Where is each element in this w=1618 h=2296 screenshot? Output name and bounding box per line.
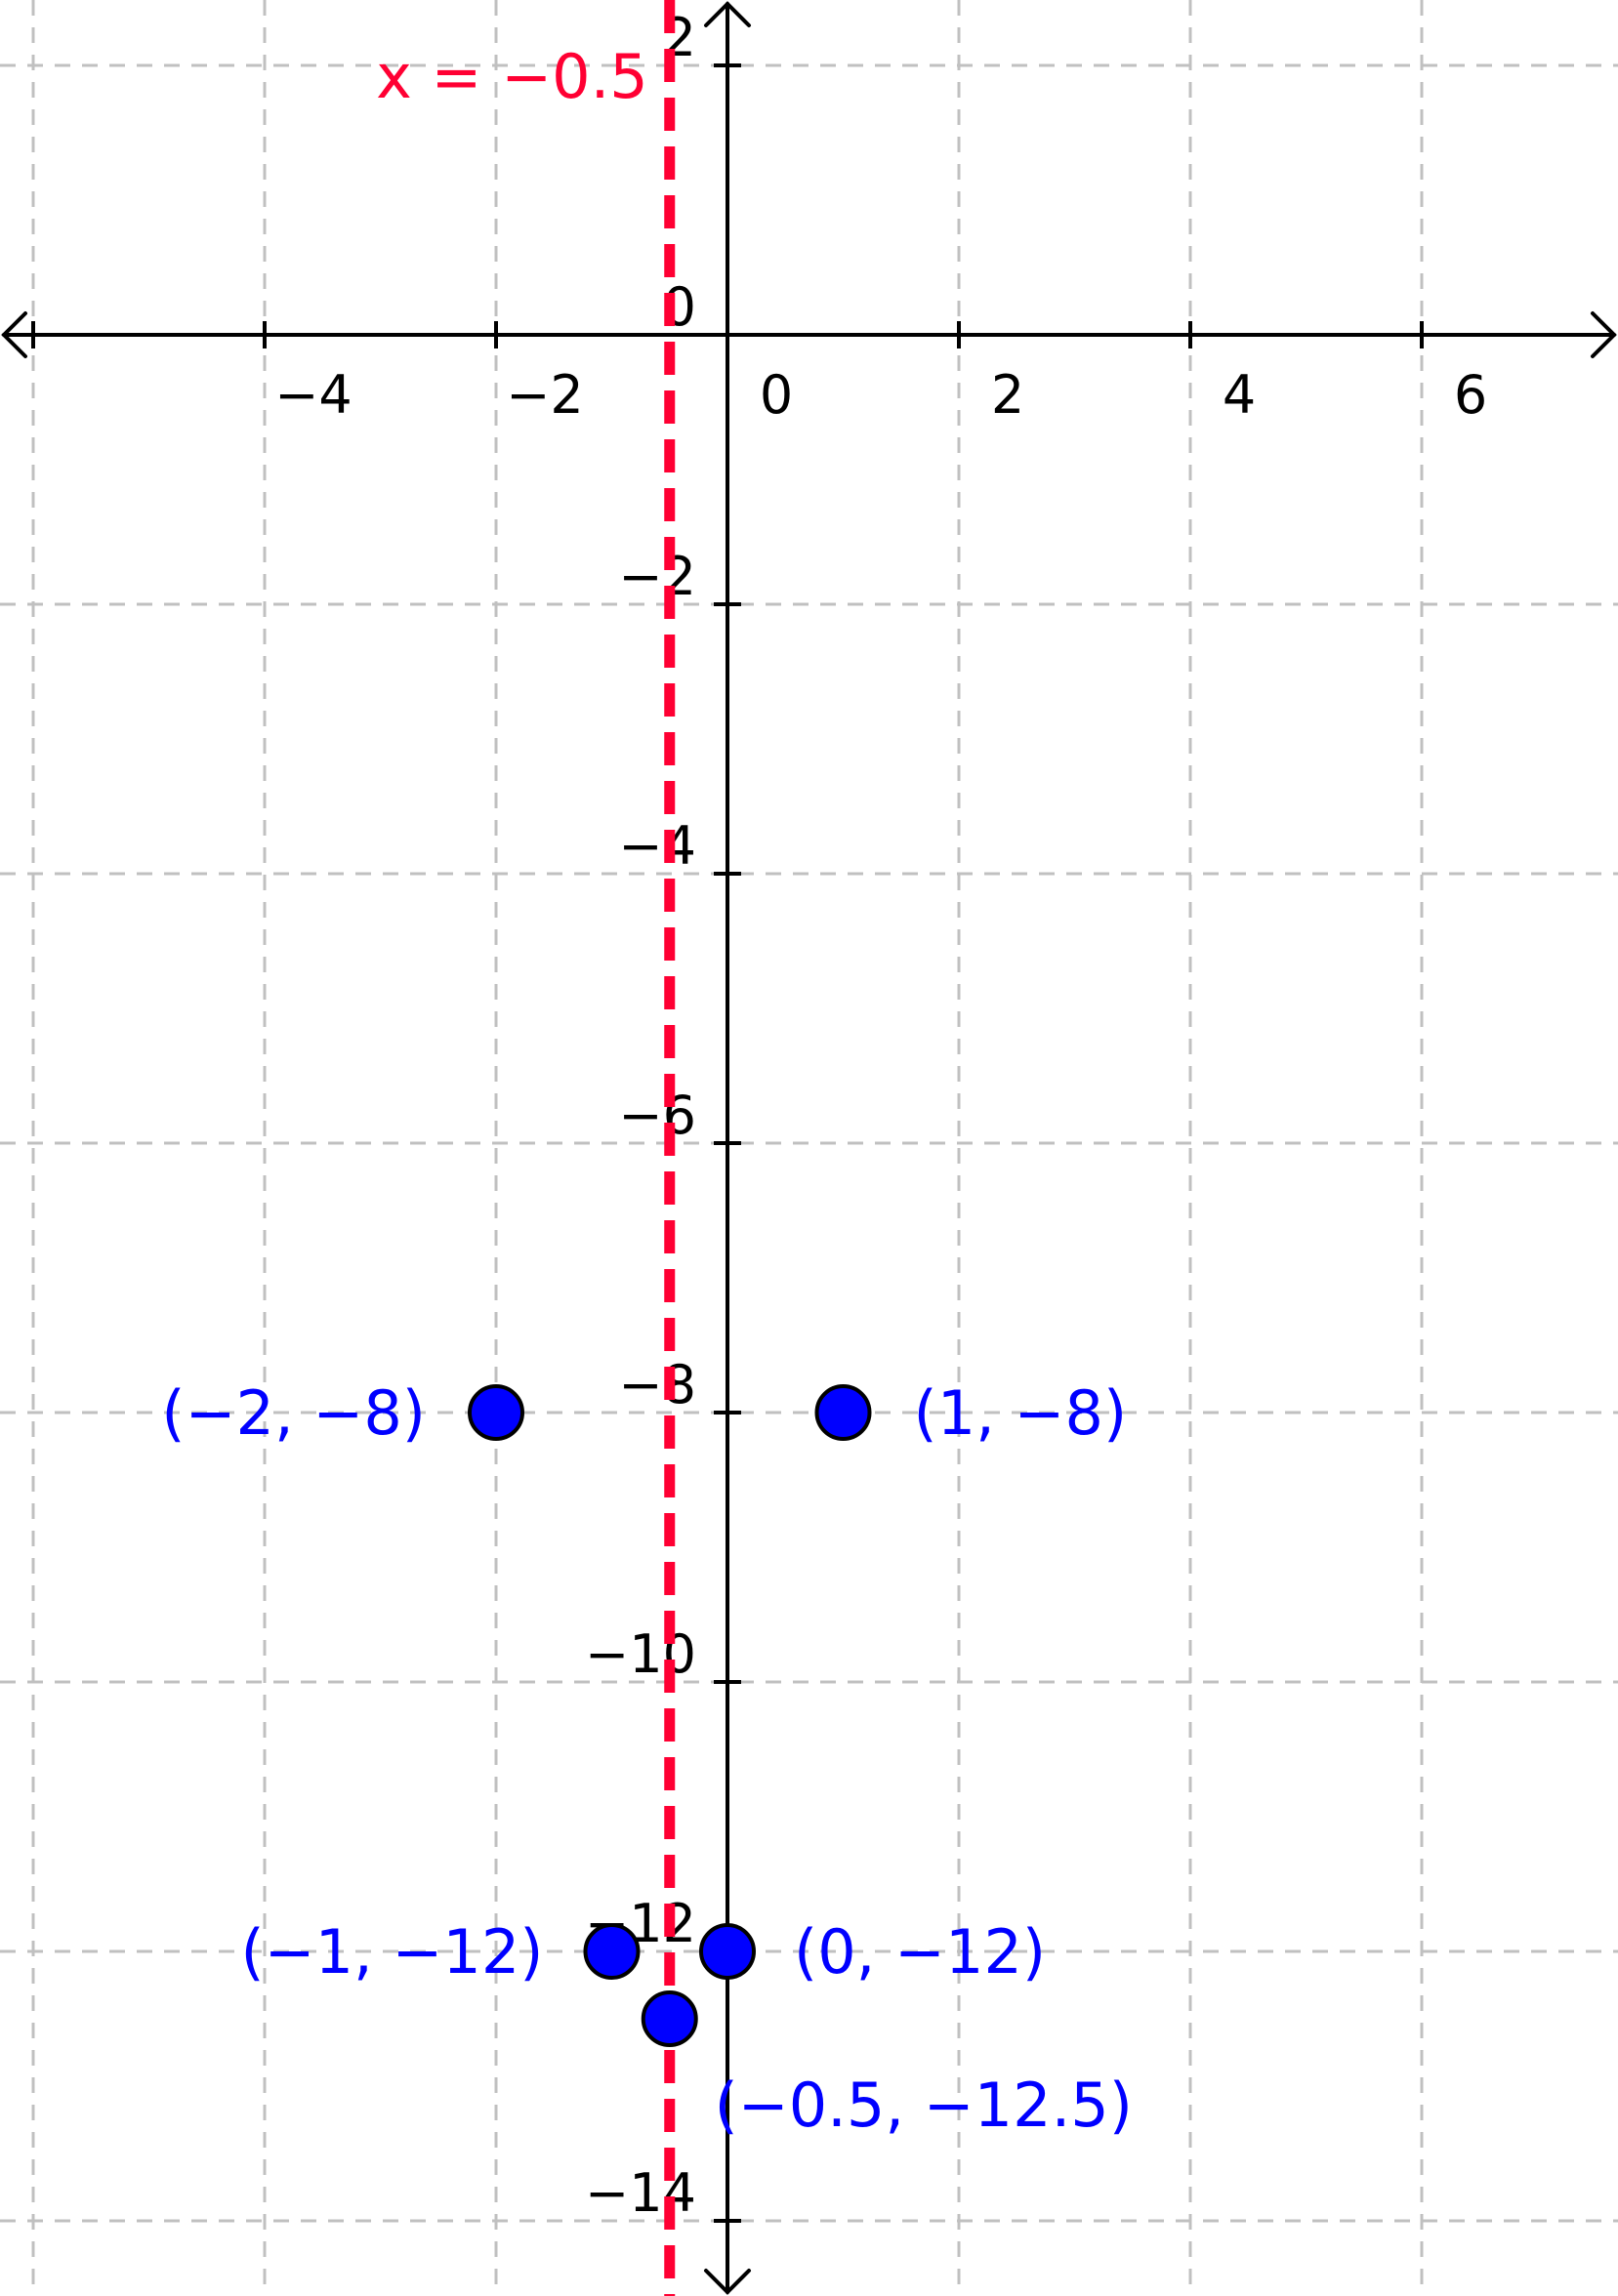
x-axis-arrow-left (1, 311, 27, 358)
point-label: (1, −8) (914, 1377, 1128, 1449)
tick-labels: −4 −2 0 2 4 620−2−4−6−8−10−12−14 (274, 7, 1487, 2224)
data-point (699, 1923, 756, 1980)
x-tick-label: −4 (274, 364, 353, 426)
x-tick-label: 6 (1454, 364, 1487, 426)
x-tick-label: −2 (506, 364, 584, 426)
y-tick-label: −10 (585, 1623, 696, 1685)
point-label: (−1, −12) (240, 1916, 543, 1988)
x-axis-arrow-right (1591, 311, 1617, 358)
symmetry-line-label: x = −0.5 (376, 41, 648, 112)
data-point (814, 1384, 872, 1441)
y-axis-arrow-down (704, 2269, 751, 2295)
data-point (468, 1384, 524, 1441)
point-label: (0, −12) (794, 1916, 1046, 1988)
y-tick-label: −14 (585, 2162, 696, 2224)
y-tick-label: −2 (618, 546, 696, 607)
x-tick-label: 2 (991, 364, 1024, 426)
x-tick-label: 4 (1223, 364, 1256, 426)
points: (−2, −8) (1, −8) (−1, −12) (0, −12) (−0.5, −… (161, 1377, 1133, 2141)
y-tick-label: −6 (618, 1085, 696, 1146)
data-point (583, 1923, 641, 1980)
y-tick-label: −8 (618, 1354, 696, 1415)
y-tick-label: −4 (618, 815, 696, 877)
x-tick-label: 0 (760, 364, 793, 426)
point-label: (−2, −8) (161, 1377, 426, 1449)
data-point (641, 1990, 698, 2047)
symmetry-line-group: x = −0.5 (376, 0, 676, 2296)
point-label: (−0.5, −12.5) (715, 2070, 1133, 2141)
y-axis-arrow-up (704, 1, 751, 27)
